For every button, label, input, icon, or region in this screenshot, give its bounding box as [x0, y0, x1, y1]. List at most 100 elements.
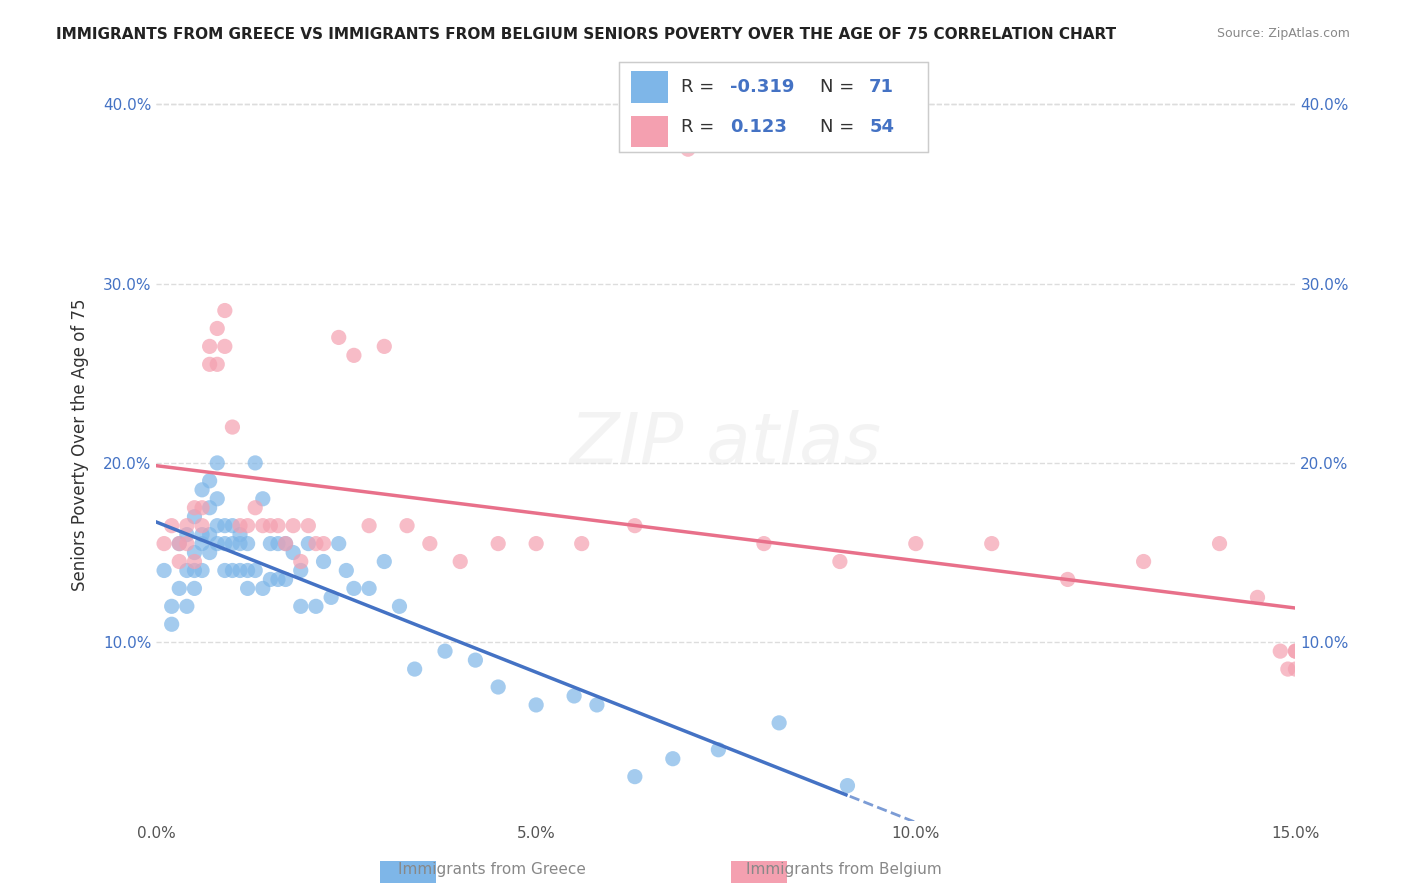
Point — [236, 564, 259, 578]
Text: R =: R = — [681, 118, 720, 136]
Point — [176, 599, 198, 614]
Point — [662, 752, 685, 766]
Point — [252, 518, 274, 533]
Point — [449, 555, 471, 569]
Point — [236, 518, 259, 533]
Point — [252, 491, 274, 506]
Point — [245, 500, 267, 515]
Point — [207, 357, 229, 371]
Point — [267, 536, 290, 550]
Point — [191, 500, 214, 515]
Point — [1284, 662, 1306, 676]
Point — [297, 518, 319, 533]
Point — [236, 582, 259, 596]
Point — [221, 420, 243, 434]
Point — [259, 518, 281, 533]
Point — [676, 142, 699, 156]
Text: Immigrants from Belgium: Immigrants from Belgium — [745, 863, 942, 877]
Point — [837, 779, 859, 793]
Point — [486, 680, 509, 694]
Point — [434, 644, 457, 658]
Point — [214, 564, 236, 578]
Point — [904, 536, 927, 550]
Point — [198, 500, 221, 515]
Point — [359, 582, 381, 596]
Point — [153, 564, 176, 578]
Point — [624, 518, 647, 533]
Point — [183, 509, 205, 524]
Point — [198, 357, 221, 371]
Point — [153, 536, 176, 550]
Point — [586, 698, 609, 712]
Point — [229, 527, 252, 541]
Point — [169, 582, 191, 596]
Point — [373, 555, 395, 569]
Text: IMMIGRANTS FROM GREECE VS IMMIGRANTS FROM BELGIUM SENIORS POVERTY OVER THE AGE O: IMMIGRANTS FROM GREECE VS IMMIGRANTS FRO… — [56, 27, 1116, 42]
Point — [221, 518, 243, 533]
Text: 71: 71 — [869, 78, 894, 96]
Point — [207, 518, 229, 533]
Point — [571, 536, 593, 550]
Point — [183, 564, 205, 578]
Point — [252, 582, 274, 596]
Text: Immigrants from Greece: Immigrants from Greece — [398, 863, 586, 877]
Point — [305, 599, 328, 614]
Point — [214, 518, 236, 533]
Point — [707, 743, 730, 757]
Point — [404, 662, 426, 676]
Point — [290, 555, 312, 569]
Point — [274, 536, 297, 550]
Point — [464, 653, 486, 667]
Point — [191, 518, 214, 533]
Point — [396, 518, 419, 533]
Point — [305, 536, 328, 550]
Point — [229, 536, 252, 550]
Point — [259, 536, 281, 550]
Point — [236, 536, 259, 550]
Point — [214, 536, 236, 550]
Point — [1270, 644, 1292, 658]
Text: -0.319: -0.319 — [730, 78, 794, 96]
Point — [160, 617, 183, 632]
Point — [191, 483, 214, 497]
Text: R =: R = — [681, 78, 720, 96]
Point — [176, 564, 198, 578]
Point — [169, 536, 191, 550]
Bar — [631, 116, 668, 147]
Point — [267, 518, 290, 533]
Point — [828, 555, 851, 569]
Point — [183, 582, 205, 596]
Point — [198, 527, 221, 541]
Text: ZIP atlas: ZIP atlas — [569, 410, 882, 480]
Point — [1246, 591, 1268, 605]
Point — [169, 555, 191, 569]
Point — [160, 599, 183, 614]
Text: 54: 54 — [869, 118, 894, 136]
Point — [335, 564, 357, 578]
Point — [290, 599, 312, 614]
Point — [283, 518, 305, 533]
Point — [229, 564, 252, 578]
Point — [214, 339, 236, 353]
Point — [980, 536, 1002, 550]
Text: N =: N = — [820, 78, 859, 96]
Point — [183, 500, 205, 515]
Point — [214, 303, 236, 318]
Point — [207, 536, 229, 550]
Y-axis label: Seniors Poverty Over the Age of 75: Seniors Poverty Over the Age of 75 — [72, 299, 89, 591]
Point — [1277, 662, 1299, 676]
Point — [245, 456, 267, 470]
Point — [1284, 644, 1306, 658]
Point — [1056, 573, 1078, 587]
Bar — [631, 71, 668, 103]
Point — [768, 715, 790, 730]
Point — [283, 545, 305, 559]
Point — [297, 536, 319, 550]
Point — [267, 573, 290, 587]
Point — [245, 564, 267, 578]
Point — [1208, 536, 1230, 550]
Point — [562, 689, 585, 703]
Point — [328, 330, 350, 344]
Point — [359, 518, 381, 533]
Point — [1284, 644, 1306, 658]
